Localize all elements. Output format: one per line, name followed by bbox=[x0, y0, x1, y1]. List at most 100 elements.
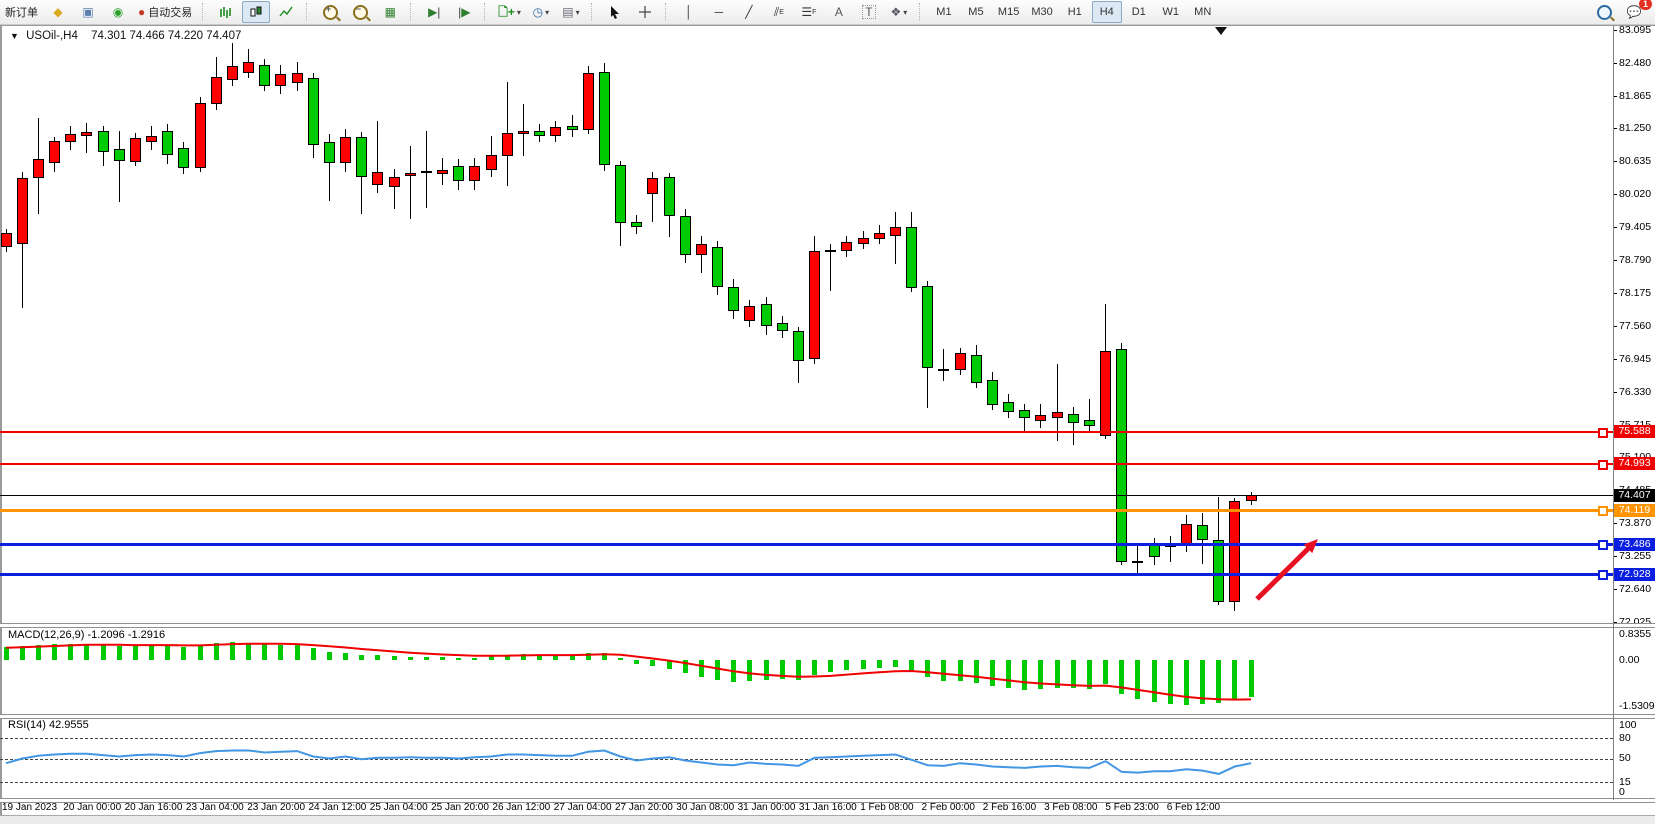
price-tick-label[interactable]: 78.790 bbox=[1619, 254, 1652, 266]
time-axis-label[interactable]: 30 Jan 08:00 bbox=[676, 802, 735, 813]
profiles-icon[interactable]: ◆ bbox=[44, 1, 72, 23]
price-tick-label[interactable]: 81.865 bbox=[1619, 89, 1652, 102]
price-tick-label[interactable]: 73.870 bbox=[1619, 517, 1652, 530]
price-tick-label[interactable]: 83.095 bbox=[1619, 23, 1652, 36]
price-tick-label[interactable]: 80.635 bbox=[1619, 155, 1652, 168]
time-axis-label[interactable]: 20 Jan 16:00 bbox=[124, 802, 183, 813]
timeframe-button-M15[interactable]: M15 bbox=[997, 6, 1020, 18]
macd-axis-label[interactable]: 0.8355 bbox=[1619, 628, 1652, 640]
time-axis-label[interactable]: 25 Jan 04:00 bbox=[369, 802, 428, 813]
chart-shift-marker[interactable] bbox=[1215, 27, 1227, 35]
horizontal-level-line[interactable] bbox=[0, 542, 1613, 546]
time-axis-label[interactable]: 24 Jan 12:00 bbox=[308, 802, 367, 813]
time-axis-label[interactable]: 23 Jan 20:00 bbox=[247, 802, 306, 813]
timeframe-button-M1[interactable]: M1 bbox=[936, 6, 952, 18]
time-axis-label[interactable]: 31 Jan 16:00 bbox=[798, 802, 857, 813]
shapes-button[interactable]: ❖ ▾ bbox=[885, 1, 913, 23]
price-tick-label[interactable]: 73.255 bbox=[1619, 550, 1652, 563]
candle bbox=[178, 147, 190, 168]
time-axis-label[interactable]: 23 Jan 04:00 bbox=[185, 802, 244, 813]
price-tick-label[interactable]: 76.945 bbox=[1619, 352, 1652, 365]
rsi-axis-label[interactable]: 50 bbox=[1619, 752, 1631, 764]
vertical-line-button[interactable]: │ bbox=[685, 5, 693, 19]
strategy-tester-icon[interactable]: ◉ bbox=[104, 1, 132, 23]
crosshair-button[interactable] bbox=[631, 1, 659, 23]
rsi-axis-label[interactable]: 80 bbox=[1619, 731, 1631, 744]
auto-scroll-button[interactable]: ▶| bbox=[420, 1, 448, 23]
symbol-dropdown-icon[interactable]: ▼ bbox=[10, 31, 19, 41]
horizontal-level-line[interactable] bbox=[0, 462, 1613, 465]
level-line-handle[interactable] bbox=[1598, 459, 1608, 470]
pane-separator-rsi[interactable] bbox=[0, 714, 1655, 719]
time-axis-label[interactable]: 6 Feb 12:00 bbox=[1166, 802, 1221, 813]
macd-histogram-bar bbox=[456, 657, 462, 660]
price-tick-label[interactable]: 78.175 bbox=[1619, 286, 1652, 299]
timeframe-button-M30[interactable]: M30 bbox=[1031, 6, 1053, 18]
trendline-button[interactable]: ╱ bbox=[745, 5, 753, 19]
text-annotation-button[interactable]: A bbox=[834, 5, 843, 19]
horizontal-line-button[interactable]: ─ bbox=[714, 5, 724, 19]
time-axis-label[interactable]: 19 Jan 2023 bbox=[2, 802, 58, 813]
price-tick-label[interactable]: 76.330 bbox=[1619, 385, 1652, 398]
time-axis-label[interactable]: 2 Feb 00:00 bbox=[921, 802, 975, 813]
cursor-button[interactable] bbox=[601, 1, 629, 23]
time-axis-label[interactable]: 25 Jan 20:00 bbox=[431, 802, 489, 813]
time-axis-label[interactable]: 31 Jan 00:00 bbox=[737, 802, 796, 813]
equidistant-channel-button[interactable]: ⫽ E bbox=[773, 5, 784, 19]
horizontal-level-line[interactable] bbox=[0, 508, 1613, 512]
bar-chart-button[interactable] bbox=[212, 1, 240, 23]
time-axis-label[interactable]: 27 Jan 04:00 bbox=[553, 802, 612, 813]
timeframe-button-H1[interactable]: H1 bbox=[1067, 6, 1082, 18]
macd-axis-label[interactable]: -1.5309 bbox=[1619, 700, 1655, 713]
timeframe-button-H4[interactable]: H4 bbox=[1091, 1, 1122, 23]
tile-windows-button[interactable]: ▦ bbox=[376, 1, 404, 23]
timeframe-button-M5[interactable]: M5 bbox=[968, 6, 984, 18]
price-tick-label[interactable]: 80.020 bbox=[1619, 188, 1652, 201]
pane-separator-macd[interactable] bbox=[0, 623, 1655, 628]
macd-histogram-bar bbox=[165, 645, 171, 660]
price-tick-label[interactable]: 81.250 bbox=[1619, 122, 1652, 135]
autotrading-button[interactable]: ● 自动交易 bbox=[134, 1, 196, 23]
macd-histogram-bar bbox=[1006, 660, 1011, 689]
time-axis-label[interactable]: 2 Feb 16:00 bbox=[982, 802, 1037, 813]
terminal-icon[interactable]: ▣ bbox=[74, 1, 102, 23]
price-tick-label[interactable]: 79.405 bbox=[1619, 221, 1652, 234]
time-axis-label[interactable]: 26 Jan 12:00 bbox=[492, 802, 551, 813]
time-axis-label[interactable]: 3 Feb 08:00 bbox=[1044, 802, 1098, 813]
zoom-in-button[interactable]: + bbox=[316, 1, 344, 23]
price-tick-label[interactable]: 77.560 bbox=[1619, 319, 1652, 332]
new-order-button[interactable]: 新订单 bbox=[5, 7, 38, 19]
time-axis-label[interactable]: 20 Jan 00:00 bbox=[63, 802, 122, 813]
level-line-handle[interactable] bbox=[1598, 427, 1608, 438]
level-line-handle[interactable] bbox=[1598, 506, 1608, 517]
price-tick-label[interactable]: 72.640 bbox=[1619, 583, 1652, 595]
zoom-out-button[interactable]: − bbox=[346, 1, 374, 23]
time-axis-label[interactable]: 1 Feb 08:00 bbox=[860, 802, 914, 813]
time-axis-label[interactable]: 27 Jan 20:00 bbox=[615, 802, 673, 813]
fibonacci-button[interactable]: ☰ F bbox=[801, 5, 817, 19]
horizontal-level-line[interactable] bbox=[0, 572, 1613, 576]
price-tick-label[interactable]: 82.480 bbox=[1619, 56, 1652, 69]
timeframe-button-W1[interactable]: W1 bbox=[1162, 6, 1179, 18]
level-line-handle[interactable] bbox=[1598, 540, 1608, 551]
line-chart-button[interactable] bbox=[272, 1, 300, 23]
text-label-button[interactable]: T bbox=[855, 1, 883, 23]
timeframe-button-D1[interactable]: D1 bbox=[1131, 6, 1146, 18]
new-chart-button[interactable]: 🗋+ ▾ bbox=[494, 1, 525, 23]
periods-button[interactable]: ◷ ▾ bbox=[527, 1, 555, 23]
time-axis-label[interactable]: 5 Feb 23:00 bbox=[1105, 802, 1159, 813]
rsi-axis-label[interactable]: 15 bbox=[1619, 775, 1631, 788]
macd-axis-label[interactable]: 0.00 bbox=[1619, 653, 1640, 666]
chart-shift-button[interactable]: |▶ bbox=[450, 1, 478, 23]
rsi-axis-label[interactable]: 100 bbox=[1619, 718, 1637, 731]
chart-window[interactable]: ▼ USOil-,H4 74.301 74.466 74.220 74.407 bbox=[0, 25, 1655, 815]
candlestick-chart-button[interactable] bbox=[242, 1, 271, 23]
rsi-axis-label[interactable]: 0 bbox=[1619, 785, 1625, 798]
level-line-handle[interactable] bbox=[1598, 570, 1608, 581]
search-button[interactable] bbox=[1590, 1, 1618, 23]
candle bbox=[162, 131, 174, 155]
templates-button[interactable]: ▤ ▾ bbox=[557, 1, 585, 23]
horizontal-level-line[interactable] bbox=[0, 430, 1613, 433]
timeframe-button-MN[interactable]: MN bbox=[1194, 6, 1212, 18]
notifications-button[interactable]: 💬 1 bbox=[1620, 0, 1652, 23]
